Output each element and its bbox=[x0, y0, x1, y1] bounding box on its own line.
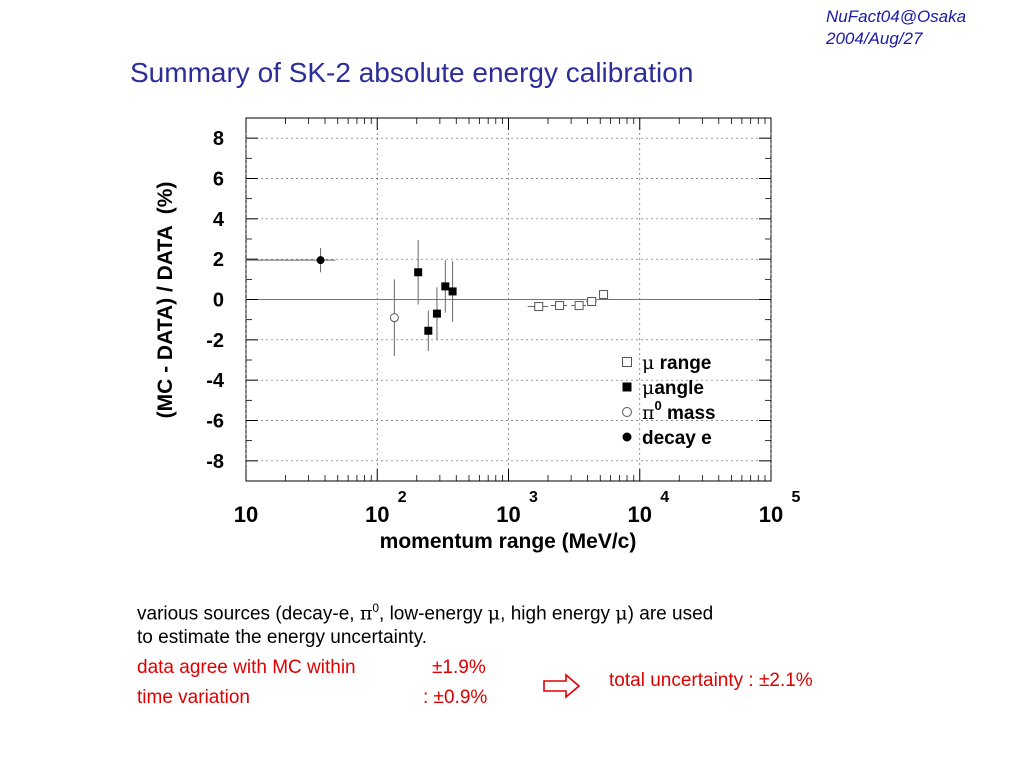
calibration-chart: 8 6 4 2 0 -2 -4 -6 -8 10 10 2 10 3 10 4 10 5 μ range μang… bbox=[154, 117, 801, 553]
pi-symbol: π bbox=[359, 602, 373, 625]
data-point bbox=[414, 268, 423, 277]
x-tick-label: 10 bbox=[628, 502, 652, 527]
legend-marker bbox=[622, 382, 632, 392]
legend-marker bbox=[622, 407, 632, 417]
series--0-mass bbox=[389, 279, 399, 356]
series--range bbox=[527, 289, 609, 312]
conference-date: 2004/Aug/27 bbox=[826, 29, 923, 48]
description-line-2: to estimate the energy uncertainty. bbox=[137, 627, 428, 648]
data-point bbox=[441, 282, 450, 291]
y-tick-labels: 8 6 4 2 0 -2 -4 -6 -8 bbox=[206, 128, 225, 473]
y-tick-label: 4 bbox=[213, 209, 225, 231]
x-tick-exponent: 2 bbox=[398, 489, 407, 506]
x-tick-labels: 10 10 2 10 3 10 4 10 5 bbox=[234, 489, 801, 527]
series-decay-e bbox=[246, 248, 336, 273]
y-tick-label: -2 bbox=[206, 330, 224, 352]
y-tick-label: 8 bbox=[213, 128, 224, 150]
x-axis-label: momentum range (MeV/c) bbox=[380, 530, 637, 553]
agree-value: ±1.9% bbox=[432, 657, 486, 678]
time-variation-value: : ±0.9% bbox=[423, 687, 488, 708]
legend-label: decay e bbox=[642, 428, 712, 449]
axis-ticks bbox=[245, 117, 772, 482]
conference-info: NuFact04@Osaka 2004/Aug/27 bbox=[826, 6, 966, 50]
x-tick-label: 10 bbox=[365, 502, 389, 527]
slide-title: Summary of SK-2 absolute energy calibrat… bbox=[130, 57, 694, 88]
data-point bbox=[432, 309, 441, 318]
legend-marker bbox=[622, 357, 632, 367]
data-point bbox=[555, 301, 565, 311]
data-point bbox=[316, 256, 325, 265]
legend-label: μ range bbox=[642, 352, 711, 374]
data-point bbox=[389, 313, 399, 323]
legend-label: π0 mass bbox=[642, 398, 716, 424]
data-point bbox=[534, 302, 544, 312]
data-points bbox=[246, 240, 609, 356]
description-line-1: various sources (decay-e, π0, low-energy… bbox=[137, 601, 714, 625]
y-tick-label: -8 bbox=[206, 451, 224, 473]
y-tick-label: 6 bbox=[213, 169, 224, 191]
data-point bbox=[587, 297, 597, 307]
conference-name: NuFact04@Osaka bbox=[826, 7, 967, 26]
x-tick-exponent: 5 bbox=[792, 489, 801, 506]
right-arrow-icon bbox=[543, 673, 581, 699]
x-tick-label: 10 bbox=[496, 502, 520, 527]
data-point bbox=[599, 289, 609, 299]
legend-marker bbox=[622, 432, 632, 442]
agree-label: data agree with MC within bbox=[137, 657, 356, 678]
y-axis-label: (MC - DATA) / DATA (%) bbox=[154, 182, 177, 419]
y-tick-label: -6 bbox=[206, 411, 224, 433]
y-tick-label: 2 bbox=[213, 249, 224, 271]
y-tick-label: 0 bbox=[213, 290, 224, 312]
data-point bbox=[448, 287, 457, 296]
data-point bbox=[424, 326, 433, 335]
legend-label: μangle bbox=[642, 377, 704, 399]
total-uncertainty: total uncertainty : ±2.1% bbox=[609, 670, 813, 691]
mu-symbol: μ bbox=[615, 602, 628, 625]
x-tick-label: 10 bbox=[759, 502, 783, 527]
data-point bbox=[574, 301, 584, 311]
x-tick-label: 10 bbox=[234, 502, 258, 527]
mu-symbol: μ bbox=[487, 602, 501, 625]
x-tick-exponent: 4 bbox=[660, 489, 669, 506]
time-variation-label: time variation bbox=[137, 687, 250, 708]
series--angle bbox=[414, 240, 457, 351]
y-tick-label: -4 bbox=[206, 370, 225, 392]
x-tick-exponent: 3 bbox=[529, 489, 538, 506]
